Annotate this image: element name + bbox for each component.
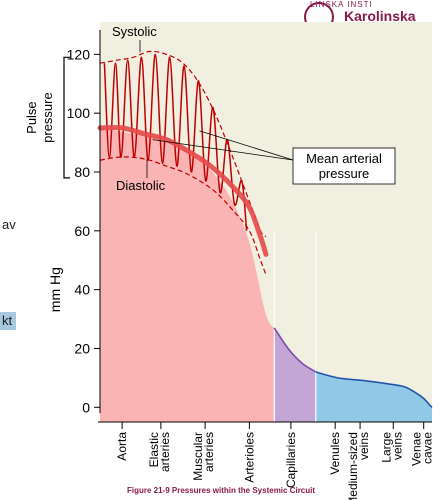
y-axis-label: mm Hg xyxy=(47,267,63,312)
y-tick-label: 80 xyxy=(74,164,90,180)
x-tick-label: Arterioles xyxy=(242,432,256,483)
logo-wordmark: Karolinska xyxy=(344,8,416,24)
mean-pressure-line xyxy=(97,124,269,257)
arterial-area xyxy=(100,127,275,423)
x-tick-label: Venaecavae xyxy=(410,432,435,466)
pulse-pressure-line xyxy=(103,53,248,231)
x-tick-label: Capillaries xyxy=(284,432,298,488)
x-tick-label: Elasticarteries xyxy=(147,432,172,472)
y-tick-label: 20 xyxy=(74,340,90,356)
y-tick-label: 60 xyxy=(74,223,90,239)
mean-leader-1 xyxy=(152,139,294,161)
y-tick-label: 100 xyxy=(67,105,91,121)
capillary-area xyxy=(274,327,316,422)
diastolic-envelope-line xyxy=(99,156,267,276)
y-axis: 0 20 40 60 80 100 120 Pulsepressure xyxy=(24,30,101,415)
mean-pressure-box xyxy=(292,147,396,185)
x-tick-label: Medium-sizedveins xyxy=(346,432,371,500)
x-tick-label: Aorta xyxy=(115,432,129,461)
y-tick-label: 0 xyxy=(82,399,90,415)
pulse-pressure-bracket xyxy=(63,56,70,179)
x-axis: Aorta Elasticarteries Musculararteries Arte… xyxy=(98,421,435,500)
figure-caption: Figure 21-9 Pressures within the Systemi… xyxy=(126,486,316,495)
x-tick-label: Largeveins xyxy=(379,432,404,463)
seal-icon xyxy=(304,2,334,24)
left-edge-fragment-2: kt xyxy=(0,312,17,330)
annotations: Systolic Diastolic Mean arterial pressure xyxy=(112,24,396,193)
x-tick-label: Venules xyxy=(328,432,342,475)
x-tick-label: Musculararteries xyxy=(191,432,216,481)
capillary-pressure-line xyxy=(273,327,317,373)
diastolic-annotation: Diastolic xyxy=(116,178,166,193)
y-tick-label: 120 xyxy=(67,46,91,62)
mean-leader-2 xyxy=(199,130,294,161)
pulse-pressure-label: Pulsepressure xyxy=(24,92,55,143)
venous-area xyxy=(315,372,432,422)
venous-pressure-line xyxy=(315,371,433,408)
left-edge-fragment-1: av xyxy=(2,217,16,232)
y-tick-label: 40 xyxy=(74,282,90,298)
mean-pressure-annotation: Mean arterial pressure xyxy=(306,151,382,181)
systolic-annotation: Systolic xyxy=(112,24,157,39)
karolinska-logo: LINSKA INSTI Karolinska xyxy=(300,0,442,24)
logo-arc-text: LINSKA INSTI xyxy=(310,0,373,9)
